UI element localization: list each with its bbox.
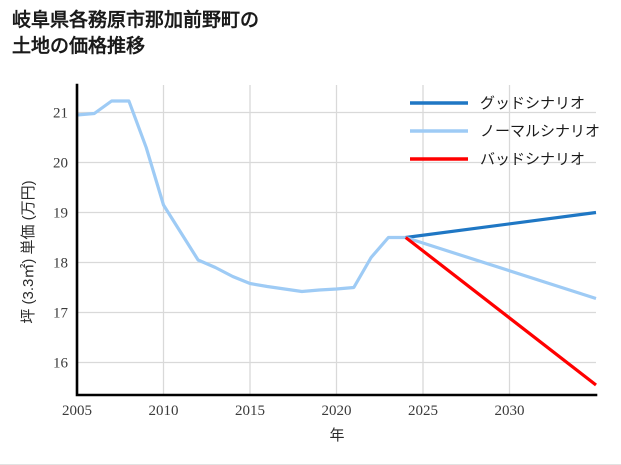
y-tick-label: 18 (53, 256, 68, 272)
x-tick-label: 2020 (322, 403, 352, 419)
chart-title: 岐阜県各務原市那加前野町の 土地の価格推移 (12, 10, 260, 57)
axis-titles-group: 年 坪 (3.3㎡) 単価 (万円) (20, 180, 345, 444)
x-tick-label: 2015 (235, 403, 265, 419)
tick-labels-group: 16 17 18 19 20 21 2005 2010 2015 2020 2025 2030 (53, 106, 525, 420)
series-group (76, 99, 597, 387)
legend-label: グッドシナリオ (480, 95, 585, 112)
series-line (76, 99, 406, 294)
y-tick-label: 19 (53, 206, 68, 222)
x-tick-label: 2010 (149, 403, 179, 419)
legend-label: バッドシナリオ (480, 151, 585, 168)
legend-label: ノーマルシナリオ (480, 123, 600, 140)
x-tick-label: 2025 (408, 403, 438, 419)
x-axis-title: 年 (329, 427, 344, 444)
axis-spines (75, 83, 598, 397)
y-tick-label: 16 (53, 356, 69, 372)
x-tick-label: 2005 (62, 403, 92, 419)
y-axis-title: 坪 (3.3㎡) 単価 (万円) (20, 180, 37, 323)
x-tick-label: 2030 (495, 403, 525, 419)
axes-group (75, 83, 598, 397)
series-line (405, 235, 597, 301)
y-tick-label: 20 (53, 156, 68, 172)
y-tick-label: 21 (53, 106, 68, 122)
series-line (404, 236, 597, 387)
y-tick-label: 17 (53, 306, 69, 322)
series-line (405, 210, 597, 240)
